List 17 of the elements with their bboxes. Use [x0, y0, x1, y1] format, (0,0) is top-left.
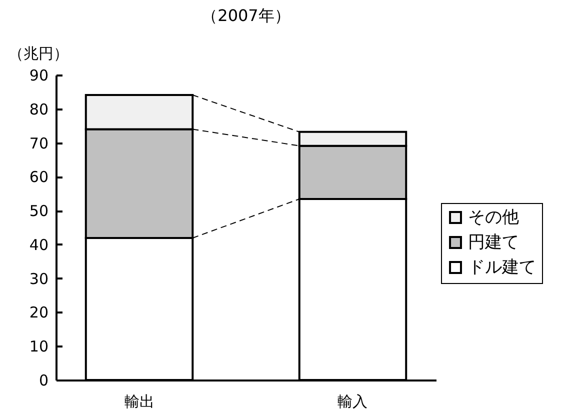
y-tick-label: 30 — [29, 270, 48, 288]
y-tick-label: 70 — [29, 134, 48, 152]
y-axis-title: （兆円） — [8, 44, 68, 62]
y-tick-label: 10 — [29, 338, 48, 356]
x-tick-label: 輸入 — [338, 392, 368, 410]
chart-title: （2007年） — [202, 6, 290, 25]
legend-label: その他 — [468, 208, 519, 228]
y-tick-label: 90 — [29, 66, 48, 84]
x-tick-label: 輸出 — [124, 392, 154, 410]
legend-label: 円建て — [468, 232, 519, 252]
y-tick-label: 20 — [29, 304, 48, 322]
y-tick-label: 50 — [29, 202, 48, 220]
y-tick-label: 60 — [29, 168, 48, 186]
y-tick-label: 80 — [29, 100, 48, 118]
y-tick-label: 40 — [29, 236, 48, 254]
y-tick-label: 0 — [38, 372, 48, 390]
legend-label: ドル建て — [468, 258, 536, 278]
